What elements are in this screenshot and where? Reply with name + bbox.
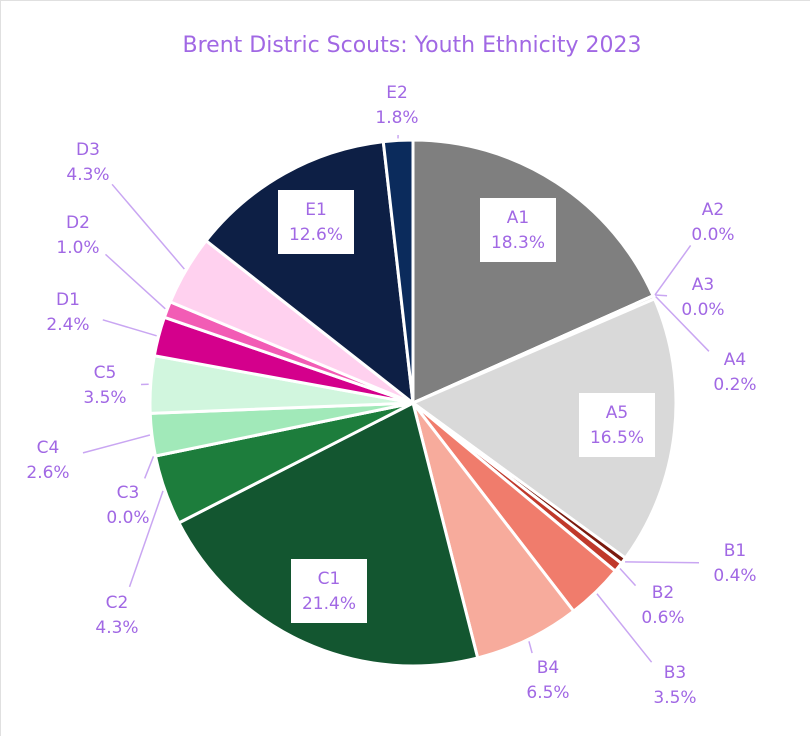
slice-category: B1 <box>724 541 746 561</box>
leader-line <box>143 456 155 479</box>
slice-category: A4 <box>724 350 746 370</box>
slice-category: B4 <box>537 658 559 678</box>
slice-value-label: 0.0% <box>681 300 724 320</box>
leader-line <box>654 245 692 296</box>
leader-line <box>654 294 668 297</box>
pie-slice <box>176 400 480 668</box>
slice-value-label: 1.8% <box>375 108 418 128</box>
pie-slice <box>381 138 415 404</box>
slice-category: A5 <box>606 403 628 423</box>
leader-line <box>102 319 157 337</box>
slice-category: A3 <box>692 275 714 295</box>
slice-category: C4 <box>37 438 60 458</box>
slice-category: D3 <box>76 140 100 160</box>
label-box <box>579 393 655 457</box>
slice-category: C1 <box>318 569 341 589</box>
slice-category: A1 <box>507 208 529 228</box>
leader-line <box>82 434 151 454</box>
slice-value-label: 0.0% <box>106 508 149 528</box>
slice-value-label: 0.4% <box>713 566 756 586</box>
slice-category: C3 <box>117 483 140 503</box>
pie-slice <box>411 138 656 406</box>
pie-slice <box>203 140 415 407</box>
leader-line <box>619 567 637 587</box>
leader-line <box>655 295 710 352</box>
slice-value-label: 3.5% <box>653 688 696 708</box>
slice-value-label: 0.2% <box>713 375 756 395</box>
slice-category: E1 <box>305 200 327 220</box>
slice-value-label: 1.0% <box>56 238 99 258</box>
slice-value-label: 3.5% <box>83 388 126 408</box>
slice-value-label: 0.6% <box>641 608 684 628</box>
slice-value-label: 18.3% <box>491 233 545 253</box>
leader-line <box>528 641 533 654</box>
leader-line <box>128 490 164 588</box>
label-box <box>278 190 354 254</box>
chart-title: Brent Distric Scouts: Youth Ethnicity 20… <box>183 33 642 58</box>
label-box <box>480 198 556 262</box>
slice-value-label: 12.6% <box>289 225 343 245</box>
slice-category: D2 <box>66 213 90 233</box>
slice-category: D1 <box>56 290 80 310</box>
slice-category: B3 <box>664 663 686 683</box>
slice-category: C2 <box>106 593 129 613</box>
slice-value-label: 4.3% <box>95 618 138 638</box>
slice-value-label: 21.4% <box>302 594 356 614</box>
leader-line <box>104 253 166 310</box>
slice-value-label: 2.6% <box>26 463 69 483</box>
slice-category: B2 <box>652 583 674 603</box>
slice-value-label: 16.5% <box>590 428 644 448</box>
pie-slice <box>409 296 678 561</box>
leader-line <box>596 593 653 663</box>
slice-value-label: 6.5% <box>526 683 569 703</box>
leader-line <box>625 561 700 564</box>
leader-line <box>111 183 185 270</box>
slice-category: A2 <box>702 200 724 220</box>
slice-value-label: 0.0% <box>691 225 734 245</box>
slice-category: C5 <box>94 363 117 383</box>
slice-category: E2 <box>386 83 408 103</box>
label-box <box>291 559 367 623</box>
slice-value-label: 2.4% <box>46 315 89 335</box>
slice-value-label: 4.3% <box>66 165 109 185</box>
